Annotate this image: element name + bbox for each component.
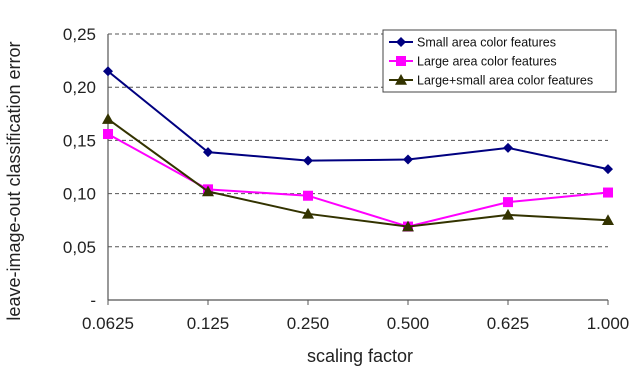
data-point-square — [603, 187, 613, 198]
legend-label: Small area color features — [417, 36, 556, 50]
x-tick-label: 1.000 — [587, 314, 630, 333]
y-tick-label: 0,15 — [63, 131, 96, 150]
legend-item: Large area color features — [389, 55, 557, 69]
series-line — [107, 70, 609, 171]
x-tick-label: 0.125 — [187, 314, 230, 333]
data-point-diamond — [103, 66, 113, 77]
x-axis-title: scaling factor — [307, 346, 413, 366]
y-tick-label: 0,10 — [63, 185, 96, 204]
data-point-square — [396, 56, 406, 66]
y-tick-label: - — [90, 291, 96, 310]
data-point-diamond — [396, 37, 406, 47]
x-tick-label: 0.500 — [387, 314, 430, 333]
axes — [107, 34, 609, 305]
data-point-square — [303, 190, 313, 201]
series-layer — [102, 66, 614, 232]
series-line — [107, 118, 609, 228]
y-tick-label: 0,20 — [63, 78, 96, 97]
data-point-diamond — [303, 155, 313, 166]
y-axis-title: leave-image-out classification error — [4, 41, 24, 320]
x-tick-label: 0.625 — [487, 314, 530, 333]
legend-item: Large+small area color features — [389, 74, 593, 88]
data-point-square — [503, 197, 513, 208]
data-point-triangle — [502, 208, 514, 220]
series-3 — [102, 113, 614, 232]
legend-label: Large+small area color features — [417, 74, 593, 88]
legend-item: Small area color features — [389, 36, 556, 50]
data-point-diamond — [603, 164, 613, 175]
x-tick-label: 0.250 — [287, 314, 330, 333]
y-tick-label: 0,25 — [63, 25, 96, 44]
data-point-triangle — [602, 214, 614, 225]
data-point-triangle — [102, 113, 114, 124]
data-point-square — [103, 129, 113, 140]
series-line — [107, 133, 609, 228]
data-point-triangle — [395, 74, 407, 85]
legend-label: Large area color features — [417, 55, 557, 69]
x-tick-label: 0.0625 — [82, 314, 134, 333]
y-tick-label: 0,05 — [63, 238, 96, 257]
data-point-diamond — [403, 154, 413, 165]
data-point-diamond — [203, 147, 213, 158]
legend-box — [382, 29, 617, 93]
data-point-diamond — [503, 142, 513, 153]
data-point-triangle — [202, 185, 214, 197]
data-point-triangle — [402, 220, 414, 232]
series-1 — [103, 66, 613, 175]
tick-labels: - 0,05 0,10 0,15 0,20 0,25 0.0625 0.125 0.250 0.5… — [63, 25, 629, 333]
legend: Small area color features Large area colo… — [382, 29, 617, 93]
data-point-triangle — [302, 207, 314, 219]
